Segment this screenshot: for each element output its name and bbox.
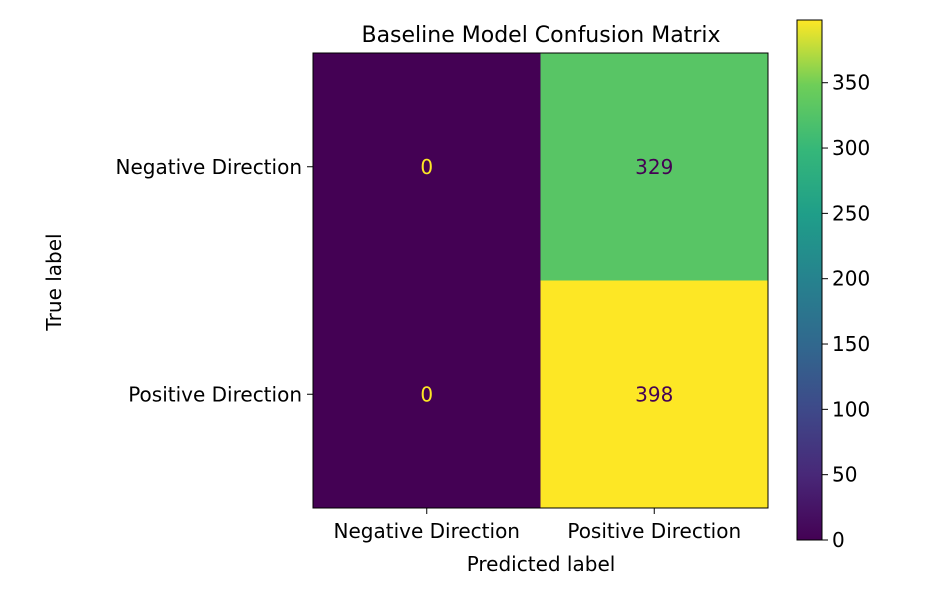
matrix-cell bbox=[313, 280, 541, 508]
y-axis-label: True label bbox=[42, 233, 66, 331]
colorbar-tick-label: 200 bbox=[832, 267, 870, 291]
y-axis-ticks: Negative Direction Positive Direction bbox=[116, 155, 313, 406]
y-tick-label: Negative Direction bbox=[116, 155, 302, 179]
matrix-cell bbox=[540, 53, 768, 281]
colorbar-tick-label: 350 bbox=[832, 71, 870, 95]
cell-value-label: 0 bbox=[420, 382, 433, 406]
colorbar-tick-label: 100 bbox=[832, 397, 870, 421]
cell-value-label: 398 bbox=[635, 382, 673, 406]
cell-value-label: 329 bbox=[635, 155, 673, 179]
cell-value-label: 0 bbox=[420, 155, 433, 179]
x-tick-label: Negative Direction bbox=[334, 519, 520, 543]
matrix-cell bbox=[313, 53, 541, 281]
plot-border bbox=[312, 52, 769, 509]
x-axis-ticks: Negative Direction Positive Direction bbox=[334, 508, 741, 543]
y-tick-label: Positive Direction bbox=[128, 382, 302, 406]
x-axis-label: Predicted label bbox=[467, 552, 616, 576]
colorbar-tick-label: 150 bbox=[832, 332, 870, 356]
colorbar-tick-label: 250 bbox=[832, 201, 870, 225]
colorbar-ticks: 0 50 100 150 200 250 300 350 bbox=[822, 71, 870, 552]
chart-title: Baseline Model Confusion Matrix bbox=[361, 23, 720, 48]
matrix-cell bbox=[540, 280, 768, 508]
colorbar-tick-label: 50 bbox=[832, 463, 857, 487]
matrix-cells: 0 329 0 398 bbox=[312, 52, 769, 509]
colorbar-tick-label: 300 bbox=[832, 136, 870, 160]
x-tick-label: Positive Direction bbox=[567, 519, 741, 543]
colorbar-tick-label: 0 bbox=[832, 528, 845, 552]
colorbar bbox=[796, 19, 823, 541]
